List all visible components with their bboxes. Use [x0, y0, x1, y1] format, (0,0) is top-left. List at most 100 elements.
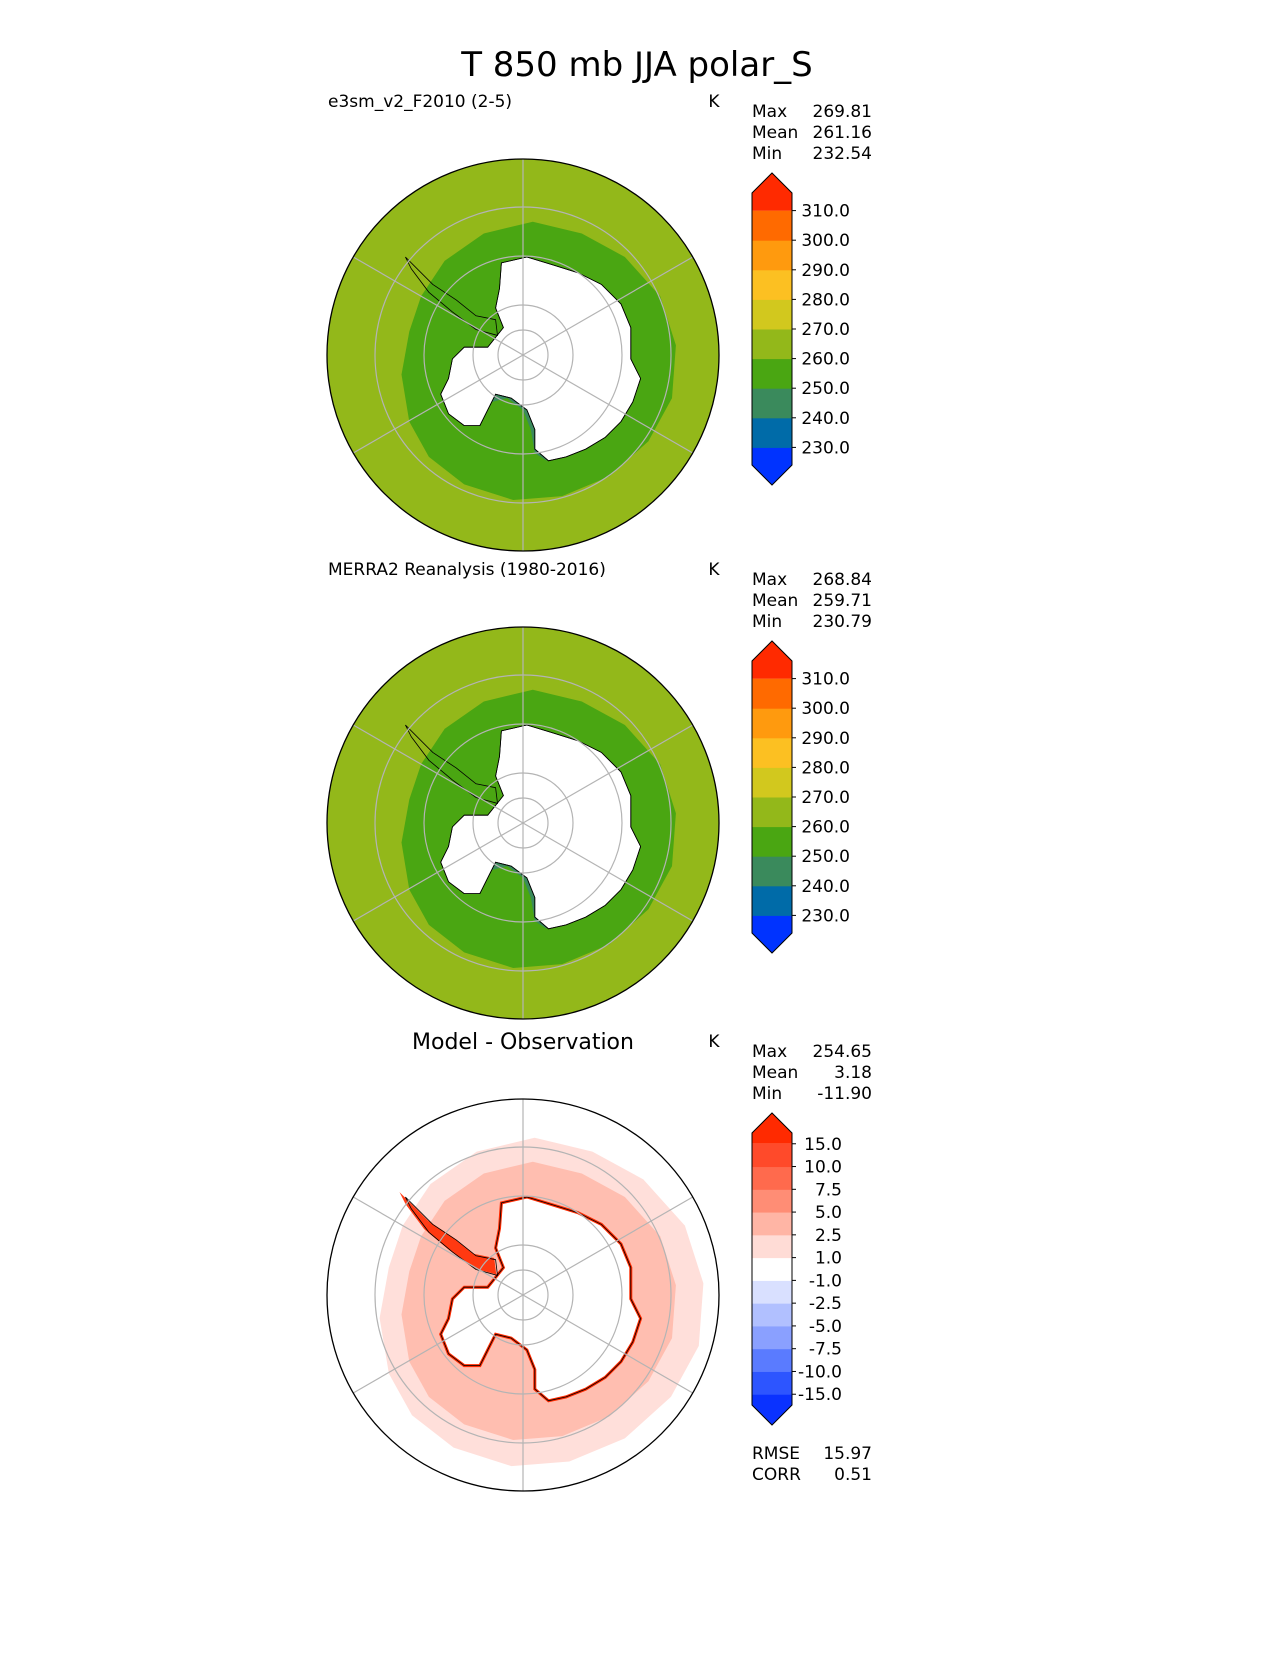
colorbar-tick-label: -5.0	[809, 1317, 842, 1337]
colorbar-segment	[752, 1325, 792, 1350]
graticule-meridian	[522, 822, 694, 922]
colorbar-tick-label: 300.0	[801, 699, 850, 719]
map-field	[327, 627, 719, 1019]
stat-label: Mean	[752, 123, 798, 143]
stat-value: 254.65	[813, 1042, 872, 1062]
colorbar: 230.0 240.0 250.0 260.0 270.0 280.0 290.0 300.0…	[751, 172, 850, 486]
colorbar-segment	[752, 1280, 792, 1304]
stat-value: 230.79	[813, 612, 872, 632]
graticule-meridian	[352, 822, 524, 922]
stat-label: RMSE	[752, 1444, 800, 1464]
colorbar-segment	[752, 1371, 792, 1395]
graticule-meridian	[352, 256, 524, 356]
stat-value: 0.51	[834, 1465, 872, 1485]
colorbar-tick-label: -15.0	[798, 1385, 842, 1405]
stat-value: -11.90	[817, 1084, 872, 1104]
colorbar-segment	[752, 210, 792, 241]
colorbar-segment	[752, 856, 792, 887]
colorbar: -15.0 -10.0-7.5 -5.0 -2.5 -1.01.0 2.5 5.0 7.510…	[751, 1112, 842, 1426]
stat-value: 232.54	[813, 144, 872, 164]
figure-title: T 850 mb JJA polar_S	[460, 45, 813, 85]
colorbar-segment	[752, 797, 792, 828]
map-field	[327, 159, 719, 551]
colorbar-segment	[752, 767, 792, 798]
colorbar-tick-label: -2.5	[809, 1294, 842, 1314]
colorbar-outline	[751, 1112, 793, 1426]
colorbar-segment	[752, 708, 792, 739]
colorbar-tick-label: 260.0	[801, 350, 850, 370]
colorbar-tick-label: 290.0	[801, 729, 850, 749]
colorbar-tick-label: -7.5	[809, 1340, 842, 1360]
panel-title: Model - Observation	[412, 1030, 634, 1055]
colorbar-segment	[752, 417, 792, 448]
panel-difference: Model - Observation K Max 254.65 Mean 3.18 Min…	[326, 1030, 872, 1492]
stat-value: 259.71	[813, 591, 872, 611]
colorbar-tick-label: 290.0	[801, 261, 850, 281]
stat-label: Mean	[752, 591, 798, 611]
map-field	[327, 1099, 719, 1491]
stat-label: Min	[752, 1084, 782, 1104]
colorbar-tick-label: 310.0	[801, 202, 850, 222]
stat-label: Max	[752, 1042, 787, 1062]
colorbar-tick-label: 2.5	[815, 1226, 842, 1246]
stat-label: Min	[752, 144, 782, 164]
colorbar-tick-label: 1.0	[815, 1249, 842, 1269]
colorbar-tick-label: 270.0	[801, 788, 850, 808]
colorbar-segment	[752, 269, 792, 300]
graticule-meridian	[352, 354, 524, 454]
colorbar-segment	[752, 358, 792, 389]
panel-observation: MERRA2 Reanalysis (1980-2016) K Max 268.84 M…	[326, 560, 872, 1020]
coastline	[440, 256, 642, 462]
colorbar-tick-label: 5.0	[815, 1203, 842, 1223]
stat-value: 3.18	[834, 1063, 872, 1083]
colorbar-tick-label: 270.0	[801, 320, 850, 340]
colorbar-segment	[752, 1189, 792, 1213]
graticule-meridian	[522, 354, 694, 454]
colorbar-segment	[752, 915, 792, 953]
colorbar-tick-label: 280.0	[801, 290, 850, 310]
colorbar-tick-label: 280.0	[801, 758, 850, 778]
colorbar-tick-label: 250.0	[801, 379, 850, 399]
graticule-meridian	[352, 1196, 524, 1296]
map-frame	[326, 158, 720, 552]
graticule-meridian	[522, 1294, 694, 1394]
colorbar-segment	[752, 299, 792, 330]
colorbar-segment	[752, 1257, 792, 1281]
colorbar-segment	[752, 826, 792, 857]
graticule-meridian	[352, 1294, 524, 1394]
stat-label: CORR	[752, 1465, 801, 1485]
panel-title: e3sm_v2_F2010 (2-5)	[328, 92, 512, 112]
graticule-meridian	[522, 724, 694, 824]
colorbar-tick-label: 240.0	[801, 409, 850, 429]
colorbar-segment	[752, 737, 792, 768]
stat-value: 269.81	[813, 102, 872, 122]
graticule-meridian	[522, 1196, 694, 1296]
map-frame	[326, 1098, 720, 1492]
colorbar-segment	[752, 641, 792, 679]
colorbar-segment	[752, 173, 792, 211]
graticule-meridian	[522, 256, 694, 356]
colorbar-segment	[752, 1113, 792, 1144]
colorbar-tick-label: 7.5	[815, 1180, 842, 1200]
colorbar-segment	[752, 388, 792, 419]
colorbar: 230.0 240.0 250.0 260.0 270.0 280.0 290.0 300.0…	[751, 640, 850, 954]
colorbar-segment	[752, 1143, 792, 1168]
colorbar-segment	[752, 447, 792, 485]
units-label: K	[708, 92, 720, 112]
units-label: K	[708, 560, 720, 580]
colorbar-segment	[752, 885, 792, 916]
colorbar-tick-label: 10.0	[804, 1158, 842, 1178]
graticule-meridian	[352, 724, 524, 824]
colorbar-segment	[752, 1303, 792, 1327]
colorbar-tick-label: -10.0	[798, 1362, 842, 1382]
colorbar-segment	[752, 1348, 792, 1372]
colorbar-tick-label: 15.0	[804, 1135, 842, 1155]
field-band-ice-edge-max	[399, 1192, 497, 1275]
coastline	[440, 724, 642, 930]
colorbar-tick-label: 250.0	[801, 847, 850, 867]
colorbar-outline	[751, 640, 793, 954]
colorbar-outline	[751, 172, 793, 486]
colorbar-tick-label: -1.0	[809, 1271, 842, 1291]
panel-model: e3sm_v2_F2010 (2-5) K Max 269.81 Mean 261.16 M…	[326, 92, 872, 552]
